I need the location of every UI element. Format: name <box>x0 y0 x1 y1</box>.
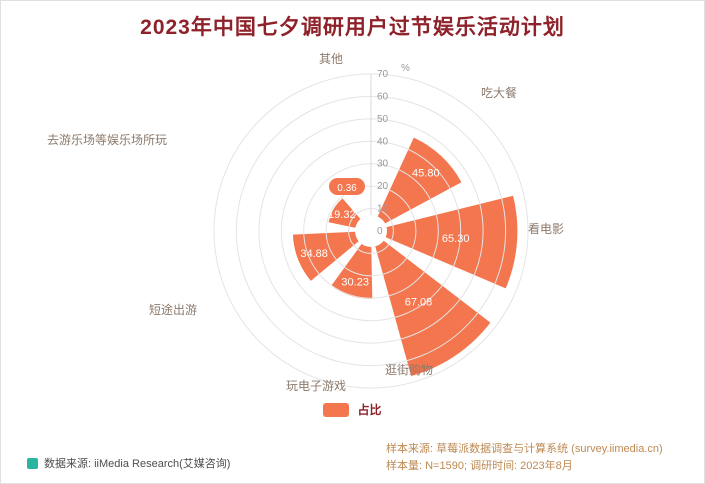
bar-sector[interactable] <box>292 231 371 281</box>
sample-source-line: 样本来源: 草莓派数据调查与计算系统 (survey.iimedia.cn) <box>386 443 663 455</box>
radial-tick-label: 40 <box>377 136 389 147</box>
radial-axis-unit-label: % <box>401 63 410 74</box>
center-hole <box>355 215 387 247</box>
sample-source-note: 样本来源: 草莓派数据调查与计算系统 (survey.iimedia.cn) 样… <box>386 441 663 475</box>
value-label: 34.88 <box>300 248 328 260</box>
value-label: 30.23 <box>341 277 369 289</box>
bar-sector[interactable] <box>371 137 462 231</box>
category-label: 去游乐场等娱乐场所玩 <box>47 133 167 147</box>
data-source-note: 数据来源: iiMedia Research(艾媒咨询) <box>27 455 230 471</box>
bar-sector[interactable] <box>331 231 373 299</box>
value-label: 45.80 <box>412 168 440 180</box>
legend-label: 占比 <box>357 403 382 417</box>
radial-tick-label: 70 <box>377 69 389 80</box>
category-label: 吃大餐 <box>481 85 517 100</box>
radial-tick-label: 20 <box>377 181 389 192</box>
value-label: 19.32 <box>328 209 356 221</box>
category-label: 玩电子游戏 <box>286 379 346 393</box>
legend-swatch <box>323 402 350 417</box>
chart-title: 2023年中国七夕调研用户过节娱乐活动计划 <box>140 16 565 39</box>
category-label: 其他 <box>319 52 343 66</box>
radial-tick-label: 10 <box>377 204 389 215</box>
radial-tick-label: 60 <box>377 91 389 102</box>
value-label: 67.08 <box>405 297 433 309</box>
value-label-pill <box>329 178 365 195</box>
category-label: 看电影 <box>528 222 564 236</box>
legend-item[interactable]: 占比 <box>1 401 704 418</box>
radial-tick-label: 0 <box>377 226 383 237</box>
category-label: 短途出游 <box>149 302 197 317</box>
sample-size-line: 样本量: N=1590; 调研时间: 2023年8月 <box>386 460 573 472</box>
radial-tick-label: 30 <box>377 159 389 170</box>
value-label: 0.36 <box>337 183 357 194</box>
iimedia-logo-icon <box>27 457 38 469</box>
radial-tick-label: 50 <box>377 114 389 125</box>
category-label: 逛街购物 <box>385 362 433 377</box>
value-label: 65.30 <box>442 233 470 245</box>
bar-sector[interactable] <box>371 195 518 289</box>
data-source-text: 数据来源: iiMedia Research(艾媒咨询) <box>44 458 231 470</box>
bar-sector[interactable] <box>371 231 491 376</box>
